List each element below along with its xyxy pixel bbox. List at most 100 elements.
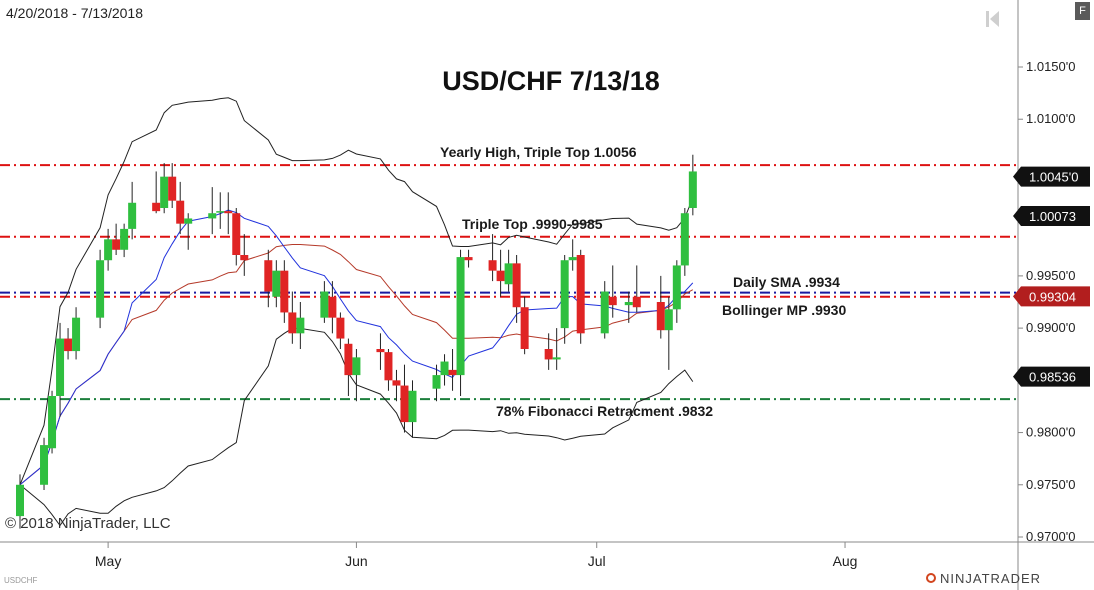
candle[interactable] xyxy=(232,208,241,266)
candle[interactable] xyxy=(272,260,281,308)
candle[interactable] xyxy=(104,228,113,271)
candle[interactable] xyxy=(16,474,24,529)
candle[interactable] xyxy=(664,296,673,370)
copyright-text: © 2018 NinjaTrader, LLC xyxy=(5,515,171,532)
candle[interactable] xyxy=(544,333,553,370)
candle[interactable] xyxy=(240,234,249,276)
candle[interactable] xyxy=(96,249,105,329)
candle-body xyxy=(664,309,673,331)
candle[interactable] xyxy=(608,265,617,318)
candle[interactable] xyxy=(176,181,185,235)
candle[interactable] xyxy=(672,260,681,323)
candle[interactable] xyxy=(56,322,65,417)
candle[interactable] xyxy=(328,281,337,334)
candle[interactable] xyxy=(632,265,641,313)
candle-body xyxy=(504,263,513,285)
price-badge: 1.00073 xyxy=(1013,206,1090,227)
level-label: 78% Fibonacci Retracment .9832 xyxy=(496,403,713,419)
candle[interactable] xyxy=(280,260,289,323)
candle-body xyxy=(296,317,305,334)
price-badge-label: 1.00073 xyxy=(1029,209,1076,224)
candle-body xyxy=(384,352,393,381)
f-button[interactable]: F xyxy=(1075,2,1090,20)
candle[interactable] xyxy=(624,291,633,323)
level-label: Bollinger MP .9930 xyxy=(722,302,846,318)
candle[interactable] xyxy=(336,312,345,349)
candle[interactable] xyxy=(520,296,529,355)
candle-body xyxy=(456,257,465,376)
x-tick-label: Jun xyxy=(345,553,368,569)
candle-body xyxy=(656,302,665,331)
candle[interactable] xyxy=(448,349,457,391)
candle[interactable] xyxy=(456,249,465,396)
candle[interactable] xyxy=(432,364,441,402)
candle[interactable] xyxy=(208,187,217,235)
x-tick-label: Jul xyxy=(588,553,606,569)
candle[interactable] xyxy=(392,369,401,402)
candle[interactable] xyxy=(160,163,169,214)
sma-red-line xyxy=(19,244,694,486)
candle[interactable] xyxy=(464,249,473,268)
candle[interactable] xyxy=(184,213,193,250)
candle[interactable] xyxy=(680,208,689,276)
candle-body xyxy=(512,263,521,308)
candle[interactable] xyxy=(408,380,417,438)
candle[interactable] xyxy=(352,349,361,402)
candle[interactable] xyxy=(568,239,577,271)
candle-body xyxy=(184,218,193,224)
candle[interactable] xyxy=(152,171,161,214)
price-badge-label: 0.98536 xyxy=(1029,370,1076,385)
candle-body xyxy=(520,307,529,349)
candle-body xyxy=(128,202,137,229)
candle[interactable] xyxy=(384,349,393,391)
candle[interactable] xyxy=(600,281,609,339)
candle[interactable] xyxy=(688,154,697,216)
candle[interactable] xyxy=(440,354,449,386)
candle[interactable] xyxy=(504,249,513,292)
candle-body xyxy=(464,257,473,261)
candle-body xyxy=(208,213,217,219)
price-badge-shape xyxy=(1013,206,1090,227)
candle-body xyxy=(600,291,609,334)
candle[interactable] xyxy=(120,223,129,258)
candle-body xyxy=(320,291,329,318)
candle[interactable] xyxy=(552,328,561,370)
candle[interactable] xyxy=(128,181,137,240)
candle[interactable] xyxy=(264,249,273,308)
candle-body xyxy=(352,357,361,376)
candle-body xyxy=(240,255,249,261)
y-tick-label: 0.9750'0 xyxy=(1026,477,1075,492)
candle[interactable] xyxy=(112,223,121,255)
candle[interactable] xyxy=(40,437,49,490)
candle[interactable] xyxy=(48,390,57,454)
candle[interactable] xyxy=(288,291,297,344)
candle[interactable] xyxy=(576,249,585,344)
candle[interactable] xyxy=(224,192,233,235)
candle[interactable] xyxy=(72,307,81,360)
rewind-icon[interactable] xyxy=(986,10,1000,28)
candle-body xyxy=(72,317,81,352)
candle-body xyxy=(448,369,457,376)
candle-body xyxy=(96,260,105,318)
candle[interactable] xyxy=(296,302,305,349)
candle[interactable] xyxy=(400,364,409,433)
candle[interactable] xyxy=(168,163,177,208)
candle[interactable] xyxy=(320,281,329,323)
candle[interactable] xyxy=(64,328,73,360)
candle[interactable] xyxy=(512,255,521,323)
candle-body xyxy=(152,202,161,212)
candle-body xyxy=(64,338,73,352)
candle[interactable] xyxy=(488,234,497,282)
candle[interactable] xyxy=(496,249,505,297)
candle[interactable] xyxy=(560,255,569,344)
ninjatrader-logo-icon xyxy=(926,573,936,583)
candle[interactable] xyxy=(656,275,665,339)
candle[interactable] xyxy=(344,338,353,396)
candle-body xyxy=(624,302,633,306)
candle-body xyxy=(376,349,385,353)
candle[interactable] xyxy=(376,333,385,370)
candle[interactable] xyxy=(216,192,225,229)
price-badge-shape xyxy=(1013,286,1090,307)
sma-blue-line xyxy=(19,209,694,486)
